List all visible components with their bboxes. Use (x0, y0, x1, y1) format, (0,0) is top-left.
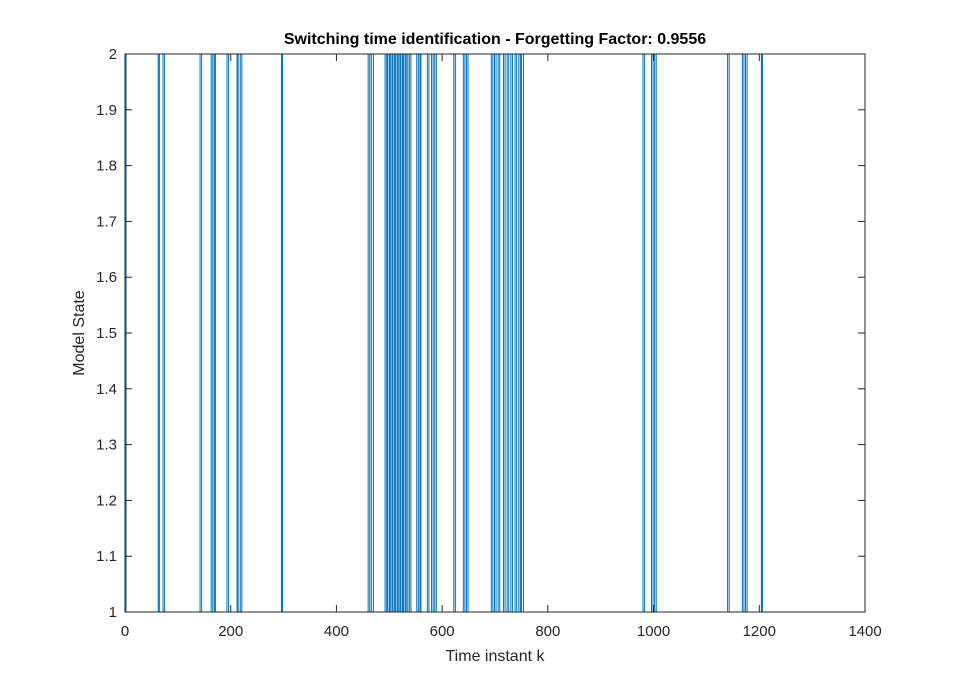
y-tick-label: 1.1 (96, 548, 117, 565)
y-tick-label: 1.6 (96, 269, 117, 286)
chart-title: Switching time identification - Forgetti… (284, 31, 706, 48)
y-tick-label: 1.5 (96, 325, 117, 342)
x-tick-label: 1200 (743, 623, 776, 640)
x-tick-label: 1000 (637, 623, 670, 640)
x-tick-label: 200 (218, 623, 243, 640)
y-tick-label: 1.4 (96, 381, 117, 398)
y-tick-label: 1.2 (96, 492, 117, 509)
y-tick-label: 1.9 (96, 102, 117, 119)
y-tick-label: 1.3 (96, 437, 117, 454)
y-tick-label: 1 (109, 604, 117, 621)
plot-area (125, 54, 865, 612)
x-tick-label: 1400 (848, 623, 881, 640)
y-tick-label: 1.7 (96, 213, 117, 230)
x-tick-label: 800 (535, 623, 560, 640)
y-tick-label: 2 (109, 46, 117, 63)
y-axis-label: Model State (71, 290, 88, 375)
x-tick-label: 400 (324, 623, 349, 640)
x-axis: 0 200 400 600 800 1000 1200 1400 (121, 54, 882, 640)
y-axis: 1 1.1 1.2 1.3 1.4 1.5 1.6 1.7 1.8 1.9 2 (96, 46, 865, 621)
y-tick-label: 1.8 (96, 158, 117, 175)
x-axis-label: Time instant k (446, 648, 546, 665)
x-tick-label: 600 (430, 623, 455, 640)
x-tick-label: 0 (121, 623, 129, 640)
